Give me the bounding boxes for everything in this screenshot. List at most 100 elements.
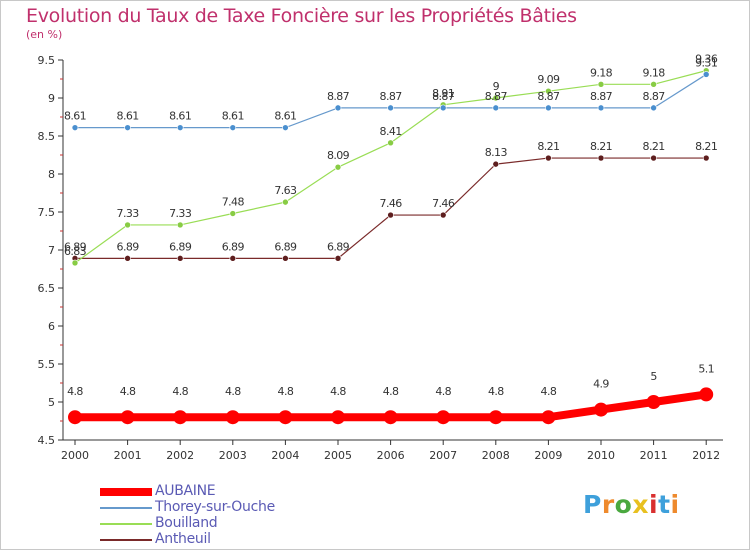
data-label: 8.87 xyxy=(380,90,403,103)
data-point xyxy=(229,210,237,217)
legend-label: Thorey-sur-Ouche xyxy=(155,499,275,515)
data-point xyxy=(176,124,184,131)
data-point xyxy=(387,139,394,147)
x-tick-label: 2011 xyxy=(640,449,668,462)
data-label: 4.8 xyxy=(435,385,451,398)
data-point xyxy=(439,104,447,112)
x-tick-label: 2000 xyxy=(61,449,89,462)
data-point xyxy=(597,154,605,162)
data-point xyxy=(124,124,131,131)
data-label: 8.09 xyxy=(327,149,350,162)
data-point xyxy=(68,410,82,425)
legend-swatch xyxy=(100,488,152,496)
logo-letter: o xyxy=(614,490,633,519)
data-label: 8.61 xyxy=(222,110,244,123)
data-label: 8.87 xyxy=(590,90,613,103)
data-point xyxy=(124,255,131,262)
y-tick-label: 9 xyxy=(48,92,55,105)
data-point xyxy=(334,163,342,171)
data-point xyxy=(331,410,345,425)
chart-title: Evolution du Taux de Taxe Foncière sur l… xyxy=(26,5,577,27)
x-tick-label: 2005 xyxy=(324,449,352,462)
data-point xyxy=(436,410,451,425)
data-point xyxy=(492,160,500,168)
data-label: 8.87 xyxy=(327,90,350,103)
data-label: 9.09 xyxy=(537,73,560,86)
data-label: 8.21 xyxy=(643,140,665,153)
x-tick-label: 2004 xyxy=(271,449,299,462)
data-point xyxy=(492,104,500,112)
data-point xyxy=(488,410,503,425)
data-point xyxy=(229,255,237,262)
legend-label: Bouilland xyxy=(155,515,218,531)
data-point xyxy=(278,410,293,425)
legend-label: Antheuil xyxy=(155,531,211,547)
y-tick-label: 8 xyxy=(48,168,55,181)
data-point xyxy=(124,221,131,229)
chart-unit-label: (en %) xyxy=(26,28,63,41)
data-label: 7.46 xyxy=(380,197,403,210)
data-label: 6.89 xyxy=(117,240,140,253)
logo-letter: r xyxy=(601,490,615,519)
data-label: 8.91 xyxy=(432,87,454,100)
data-point xyxy=(650,154,657,162)
data-label: 8.21 xyxy=(590,140,612,153)
data-point xyxy=(597,104,605,112)
data-label: 4.8 xyxy=(225,385,241,398)
data-point xyxy=(173,410,188,425)
data-label: 6.89 xyxy=(64,240,87,253)
x-tick-label: 2007 xyxy=(429,449,457,462)
data-point xyxy=(282,255,289,262)
x-tick-label: 2010 xyxy=(587,449,615,462)
data-label: 9.18 xyxy=(643,66,666,79)
y-tick-label: 6.5 xyxy=(38,282,56,295)
data-label: 8.13 xyxy=(485,146,508,159)
data-label: 9.36 xyxy=(695,53,718,66)
data-label: 7.48 xyxy=(222,196,245,209)
logo-letter: x xyxy=(632,490,649,519)
data-point xyxy=(225,410,240,425)
x-tick-label: 2006 xyxy=(377,449,405,462)
data-point xyxy=(282,198,289,206)
y-tick-label: 6 xyxy=(48,320,55,333)
data-label: 4.9 xyxy=(593,378,609,391)
data-label: 8.61 xyxy=(117,110,139,123)
data-label: 6.83 xyxy=(64,245,87,258)
data-label: 6.89 xyxy=(327,240,350,253)
data-label: 4.8 xyxy=(172,385,188,398)
data-point xyxy=(387,104,394,112)
data-label: 6.89 xyxy=(222,240,245,253)
data-point xyxy=(229,124,237,131)
data-point xyxy=(545,104,552,112)
data-label: 8.21 xyxy=(695,140,717,153)
x-tick-label: 2002 xyxy=(166,449,194,462)
data-label: 5.1 xyxy=(698,362,714,375)
logo-letter: t xyxy=(658,490,671,519)
data-label: 8.21 xyxy=(537,140,559,153)
data-label: 5 xyxy=(650,370,657,383)
x-tick-label: 2003 xyxy=(219,449,247,462)
legend-swatch xyxy=(100,539,152,541)
data-point xyxy=(646,395,661,409)
data-label: 8.61 xyxy=(64,110,86,123)
data-label: 7.63 xyxy=(274,184,297,197)
y-tick-label: 7.5 xyxy=(38,206,56,219)
legend-swatch xyxy=(100,507,152,509)
data-label: 4.8 xyxy=(120,385,136,398)
x-tick-label: 2012 xyxy=(692,449,720,462)
data-point xyxy=(439,211,447,219)
data-point xyxy=(120,410,135,425)
data-label: 4.8 xyxy=(383,385,399,398)
data-point xyxy=(282,124,289,131)
data-point xyxy=(387,211,394,219)
data-label: 9 xyxy=(493,80,500,93)
y-tick-label: 4.5 xyxy=(38,434,56,447)
data-point xyxy=(597,81,605,88)
data-point xyxy=(699,387,714,402)
data-label: 8.87 xyxy=(432,90,455,103)
data-label: 8.41 xyxy=(380,125,402,138)
data-point xyxy=(650,104,657,112)
y-tick-label: 5 xyxy=(48,396,55,409)
